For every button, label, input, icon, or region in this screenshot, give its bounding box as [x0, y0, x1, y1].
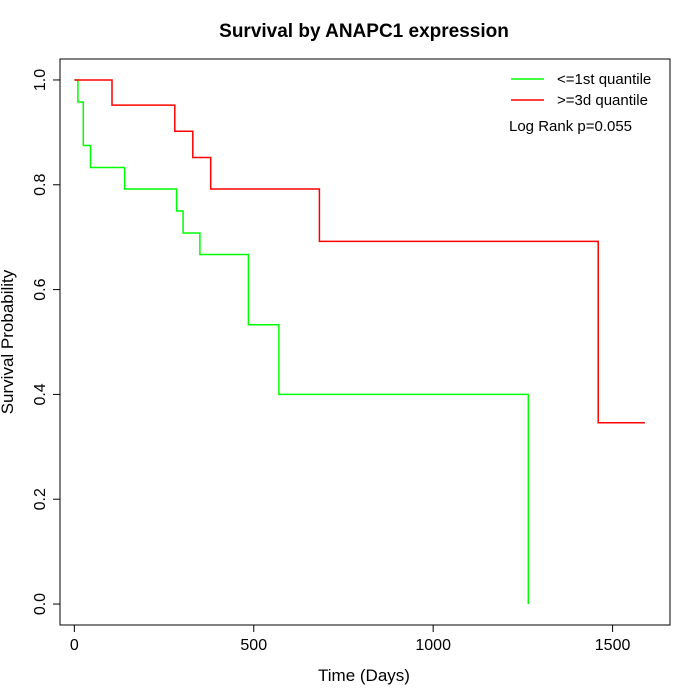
legend-label-1: <=1st quantile: [557, 71, 651, 88]
y-tick-label: 0.8: [32, 174, 49, 196]
series-line-1: [74, 79, 530, 604]
y-tick-label: 0.4: [32, 383, 49, 405]
x-tick-label: 1500: [595, 637, 631, 654]
y-tick-label: 1.0: [32, 69, 49, 91]
series-layer: [74, 79, 645, 604]
x-axis-label: Time (Days): [318, 666, 410, 685]
plot-frame: [59, 58, 671, 626]
x-tick-label: 1000: [415, 637, 451, 654]
x-tick-label: 0: [70, 637, 79, 654]
y-tick-label: 0.6: [32, 278, 49, 300]
chart-title: Survival by ANAPC1 expression: [219, 21, 509, 42]
series-line-2: [74, 79, 645, 424]
y-tick-label: 0.2: [32, 488, 49, 510]
legend: <=1st quantile >=3d quantile: [511, 71, 651, 109]
y-axis-label: Survival Probability: [0, 269, 17, 414]
x-axis: 0 500 1000 1500: [70, 624, 631, 654]
log-rank-annotation: Log Rank p=0.055: [509, 118, 632, 135]
legend-label-2: >=3d quantile: [557, 92, 648, 109]
x-tick-label: 500: [240, 637, 267, 654]
y-tick-label: 0.0: [32, 593, 49, 615]
y-axis: 0.0 0.2 0.4 0.6 0.8 1.0: [32, 69, 61, 615]
